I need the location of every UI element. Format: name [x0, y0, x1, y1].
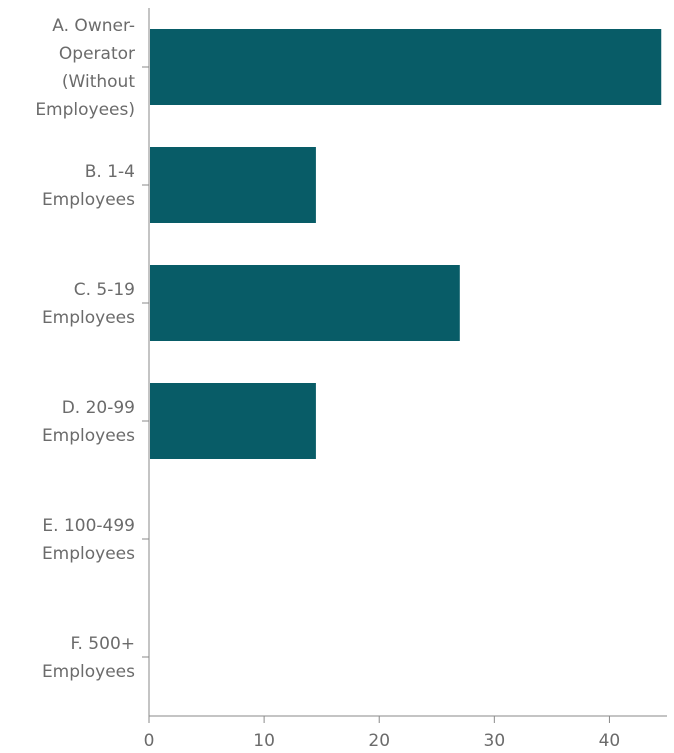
category-label-line: Employees — [42, 662, 135, 682]
category-label-line: A. Owner- — [52, 16, 135, 36]
x-tick-label-1: 10 — [253, 731, 275, 751]
x-axis-ticks — [148, 716, 610, 723]
category-label-line: C. 5-19 — [74, 280, 135, 300]
category-label-5: F. 500+ Employees — [42, 634, 135, 682]
category-label-line: Employees — [42, 544, 135, 564]
category-label-line: Employees) — [35, 100, 135, 120]
category-label-1: B. 1-4 Employees — [42, 162, 135, 210]
x-tick-label-4: 40 — [599, 731, 621, 751]
category-label-line: Employees — [42, 308, 135, 328]
category-label-4: E. 100-499 Employees — [42, 516, 135, 564]
x-tick-labels: 0 10 20 30 40 — [144, 731, 621, 751]
category-label-line: Operator — [59, 44, 135, 64]
y-axis-ticks — [142, 66, 149, 658]
category-label-3: D. 20-99 Employees — [42, 398, 135, 446]
x-tick-label-3: 30 — [484, 731, 506, 751]
bar-0 — [150, 29, 662, 105]
bar-2 — [150, 265, 460, 341]
category-label-2: C. 5-19 Employees — [42, 280, 135, 328]
category-label-line: F. 500+ — [70, 634, 135, 654]
category-label-0: A. Owner- Operator (Without Employees) — [35, 16, 135, 120]
x-tick-label-2: 20 — [368, 731, 390, 751]
bars-layer — [150, 29, 662, 459]
bar-3 — [150, 383, 316, 459]
bar-1 — [150, 147, 316, 223]
category-label-line: B. 1-4 — [85, 162, 135, 182]
category-label-line: (Without — [62, 72, 135, 92]
category-label-line: E. 100-499 — [42, 516, 135, 536]
category-label-line: Employees — [42, 190, 135, 210]
category-label-line: D. 20-99 — [62, 398, 135, 418]
category-labels: A. Owner- Operator (Without Employees) B. 1-… — [35, 16, 135, 682]
x-tick-label-0: 0 — [144, 731, 155, 751]
category-label-line: Employees — [42, 426, 135, 446]
